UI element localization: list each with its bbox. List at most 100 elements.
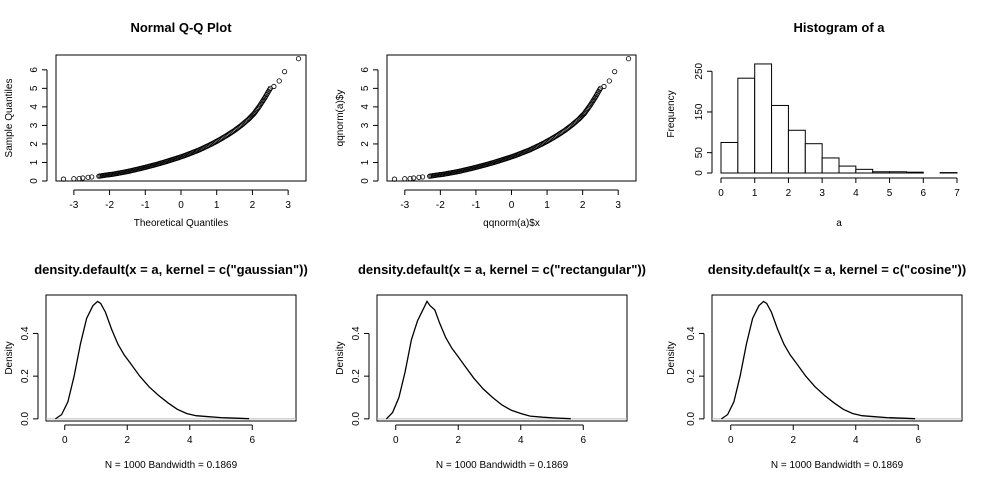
y-tick-label: 6 — [29, 67, 40, 73]
x-tick-label: 0 — [178, 200, 184, 211]
x-tick-label: 0 — [393, 435, 399, 446]
data-point — [85, 174, 91, 180]
y-tick-label: 2 — [29, 141, 40, 147]
x-axis-title: qqnorm(a)$x — [483, 218, 540, 229]
y-tick-label: 0.4 — [20, 326, 31, 340]
y-tick-label: 5 — [29, 85, 40, 91]
data-point — [511, 153, 517, 159]
histogram-bar — [804, 143, 823, 174]
density-curve — [385, 300, 571, 420]
data-point — [60, 176, 67, 182]
y-tick-label: 250 — [694, 62, 705, 79]
y-tick-label: 0.4 — [351, 326, 362, 340]
chart-title: density.default(x = a, kernel = c("gauss… — [34, 262, 308, 277]
y-tick-label: 5 — [360, 85, 371, 91]
data-point — [76, 175, 82, 182]
data-point — [130, 167, 136, 173]
y-tick-label: 0.4 — [686, 326, 697, 340]
data-point — [236, 124, 242, 130]
x-tick-label: 4 — [518, 435, 524, 446]
data-point — [123, 169, 129, 175]
data-point — [580, 112, 586, 118]
x-axis-title: a — [836, 218, 842, 229]
x-tick-label: 2 — [455, 435, 461, 446]
y-tick-label: 1 — [29, 159, 40, 165]
chart-qq1: Normal Q-Q Plot -3 -2 -1 0 1 2 3 0 1 2 3 4 5 6 Theoreti… — [4, 20, 307, 229]
data-point — [255, 105, 261, 112]
y-tick-label: 0.2 — [686, 369, 697, 383]
y-axis-title: Density — [335, 341, 346, 374]
data-point — [440, 171, 446, 177]
plot-frame — [376, 294, 628, 422]
y-tick-label: 0 — [29, 178, 40, 184]
chart-d3: density.default(x = a, kernel = c("cosin… — [666, 262, 966, 471]
x-tick-label: -1 — [141, 200, 150, 211]
histogram-bar — [737, 77, 756, 174]
plot-frame — [45, 294, 297, 422]
x-tick-label: 3 — [819, 188, 825, 199]
data-point — [559, 129, 566, 135]
data-point — [152, 162, 158, 168]
data-point — [276, 78, 282, 84]
y-tick-label: 3 — [360, 122, 371, 128]
chart-d1: density.default(x = a, kernel = c("gauss… — [4, 262, 308, 471]
data-point — [271, 83, 277, 90]
x-tick-label: -3 — [69, 200, 78, 211]
data-point — [281, 69, 288, 75]
x-tick-label: 4 — [853, 435, 859, 446]
x-tick-label: 2 — [250, 200, 256, 211]
y-tick-label: 0.2 — [351, 369, 362, 383]
x-axis-title: Theoretical Quantiles — [134, 218, 229, 229]
y-tick-label: 0.0 — [686, 411, 697, 425]
histogram-bar — [855, 168, 874, 174]
data-point — [601, 83, 607, 90]
y-tick-label: 2 — [360, 141, 371, 147]
data-point — [166, 158, 172, 164]
data-point — [173, 155, 179, 161]
y-axis-title: Density — [4, 341, 15, 374]
histogram-bar — [720, 141, 739, 174]
y-tick-label: 50 — [694, 147, 705, 159]
x-tick-label: 3 — [285, 200, 291, 211]
data-point — [109, 171, 115, 177]
histogram-bar — [771, 104, 789, 174]
data-point — [116, 170, 122, 176]
data-point — [266, 87, 272, 93]
x-axis-title: N = 1000 Bandwidth = 0.1869 — [436, 460, 569, 471]
data-point — [402, 176, 408, 182]
x-tick-label: 3 — [615, 200, 621, 211]
y-axis-title: Sample Quantiles — [4, 79, 15, 158]
data-point — [489, 160, 496, 166]
x-tick-label: -3 — [400, 200, 409, 211]
data-point — [433, 172, 439, 178]
data-point — [89, 174, 95, 180]
histogram-bar — [754, 63, 773, 174]
data-point — [249, 112, 256, 118]
y-tick-label: 3 — [29, 122, 40, 128]
y-tick-label: 1 — [360, 159, 371, 165]
plot-frame — [711, 294, 963, 422]
density-curve — [55, 300, 250, 420]
y-tick-label: 0 — [694, 170, 705, 176]
x-tick-label: 7 — [954, 188, 960, 199]
x-tick-label: 6 — [580, 435, 586, 446]
x-tick-label: 6 — [249, 435, 255, 446]
x-tick-label: 2 — [124, 435, 130, 446]
x-axis-title: N = 1000 Bandwidth = 0.1869 — [771, 460, 904, 471]
x-tick-label: -2 — [436, 200, 445, 211]
y-tick-label: 0.2 — [20, 369, 31, 383]
plot-frame — [386, 54, 637, 182]
data-point — [585, 105, 591, 112]
x-tick-label: 4 — [187, 435, 193, 446]
x-tick-label: 6 — [915, 435, 921, 446]
data-point — [504, 155, 510, 161]
x-tick-label: -2 — [105, 200, 114, 211]
data-point — [612, 69, 618, 75]
x-tick-label: 0 — [509, 200, 515, 211]
chart-d2: density.default(x = a, kernel = c("recta… — [335, 262, 646, 471]
y-tick-label: 4 — [360, 104, 371, 110]
chart-title: density.default(x = a, kernel = c("recta… — [358, 262, 646, 277]
data-point — [419, 174, 426, 180]
data-point — [497, 158, 503, 164]
